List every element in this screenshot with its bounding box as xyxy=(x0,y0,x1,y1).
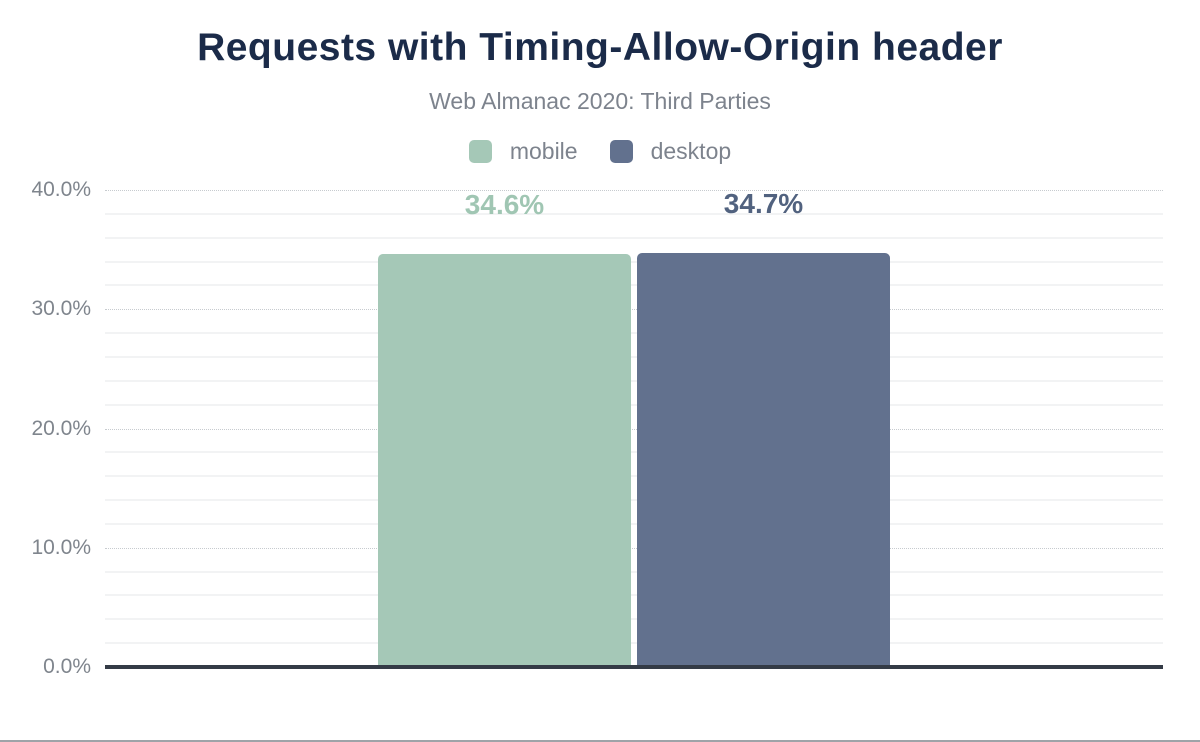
minor-gridline xyxy=(105,332,1163,335)
minor-gridline xyxy=(105,451,1163,454)
minor-gridline xyxy=(105,594,1163,597)
minor-gridline xyxy=(105,260,1163,263)
bar-desktop[interactable] xyxy=(637,253,890,667)
minor-gridline xyxy=(105,355,1163,358)
legend-label-desktop: desktop xyxy=(650,138,732,164)
minor-gridline xyxy=(105,403,1163,406)
y-tick-label: 40.0% xyxy=(31,178,91,201)
y-tick-label: 20.0% xyxy=(31,416,91,440)
minor-gridline xyxy=(105,570,1163,573)
minor-gridline xyxy=(105,475,1163,478)
chart-title: Requests with Timing-Allow-Origin header xyxy=(197,26,1003,69)
major-gridline xyxy=(105,428,1163,430)
y-tick-label: 10.0% xyxy=(31,535,91,559)
major-gridline xyxy=(105,547,1163,549)
y-tick-label: 30.0% xyxy=(31,297,91,321)
bar-label-desktop: 34.7% xyxy=(723,188,804,220)
minor-gridline xyxy=(105,499,1163,502)
legend-item-desktop[interactable]: desktop xyxy=(609,138,732,165)
major-gridline xyxy=(105,190,1163,191)
minor-gridline xyxy=(105,236,1163,239)
bar-label-mobile: 34.6% xyxy=(464,189,545,221)
minor-gridline xyxy=(105,618,1163,621)
desktop-swatch-icon xyxy=(609,140,633,163)
minor-gridline xyxy=(105,212,1163,215)
minor-gridline xyxy=(105,642,1163,645)
x-axis-line xyxy=(105,665,1163,669)
legend-label-mobile: mobile xyxy=(509,138,578,164)
major-gridline xyxy=(105,309,1163,311)
minor-gridline xyxy=(105,284,1163,287)
mobile-swatch-icon xyxy=(468,140,492,163)
bar-mobile[interactable] xyxy=(378,254,631,667)
chart-subtitle: Web Almanac 2020: Third Parties xyxy=(429,88,771,114)
plot-area: 40.0% 30.0% 20.0% 10.0% 0.0% 34.6% 34.7% xyxy=(31,178,1163,678)
minor-gridline xyxy=(105,379,1163,382)
minor-gridline xyxy=(105,522,1163,525)
y-tick-label: 0.0% xyxy=(43,655,91,678)
legend-item-mobile[interactable]: mobile xyxy=(468,138,578,165)
legend: mobile desktop xyxy=(0,138,1200,165)
